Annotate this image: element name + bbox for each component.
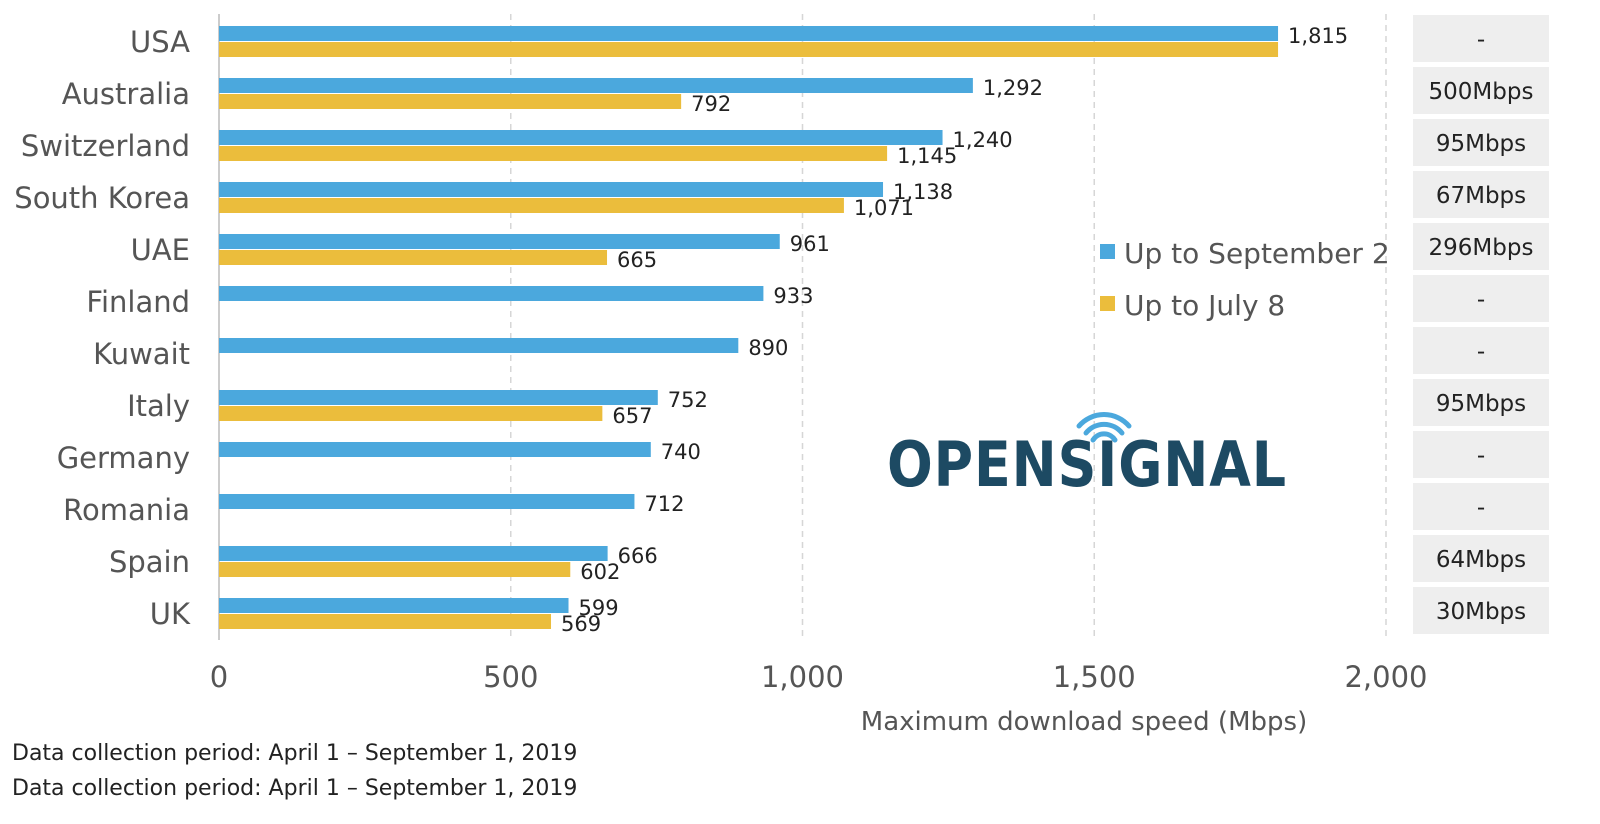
category-label: Finland <box>86 285 190 319</box>
value-label: 1,240 <box>953 128 1013 152</box>
side-value: 296Mbps <box>1429 235 1534 261</box>
bar-july <box>219 250 608 265</box>
value-label: 599 <box>579 596 619 620</box>
bar-sept <box>219 442 651 457</box>
bar-july <box>219 42 1279 57</box>
bar-sept <box>219 26 1279 41</box>
opensignal-logo: OPENSIGNAL <box>887 412 1287 501</box>
x-tick-label: 1,500 <box>1053 660 1136 694</box>
side-box <box>1413 15 1549 62</box>
bars <box>219 26 1279 629</box>
value-label: 890 <box>748 336 788 360</box>
value-label: 666 <box>618 544 658 568</box>
value-label: 740 <box>661 440 701 464</box>
value-label: 569 <box>561 612 601 636</box>
side-value: 500Mbps <box>1429 79 1534 105</box>
value-label: 712 <box>644 492 684 516</box>
bar-sept <box>219 130 943 145</box>
category-label: Romania <box>63 493 190 527</box>
x-tick-label: 0 <box>210 660 228 694</box>
value-label: 1,145 <box>897 144 957 168</box>
side-column: - 500Mbps 95Mbps 67Mbps 296Mbps - - 95Mbps - - 64M… <box>1413 15 1549 634</box>
x-tick-label: 500 <box>483 660 538 694</box>
bar-sept <box>219 182 884 197</box>
category-label: UAE <box>131 233 190 267</box>
value-label: 792 <box>691 92 731 116</box>
bar-july <box>219 614 552 629</box>
side-box <box>1413 327 1549 374</box>
value-label: 961 <box>790 232 830 256</box>
side-box <box>1413 535 1549 582</box>
legend-label: Up to July 8 <box>1124 289 1285 322</box>
x-tick-labels: 0 500 1,000 1,500 2,000 <box>210 660 1428 694</box>
legend-label: Up to September 2 <box>1124 237 1390 270</box>
side-box <box>1413 587 1549 634</box>
bar-july <box>219 94 682 109</box>
category-label: Australia <box>62 77 190 111</box>
side-value: 30Mbps <box>1436 599 1526 625</box>
logo-wordmark: OPENSIGNAL <box>887 428 1287 501</box>
side-box <box>1413 379 1549 426</box>
value-label: 665 <box>617 248 657 272</box>
category-label: Spain <box>109 545 190 579</box>
side-value: 95Mbps <box>1436 391 1526 417</box>
grid-lines <box>510 14 1387 640</box>
side-box <box>1413 275 1549 322</box>
side-box <box>1413 431 1549 478</box>
category-label: Kuwait <box>93 337 190 371</box>
category-label: USA <box>130 25 190 59</box>
value-label: 1,071 <box>854 196 914 220</box>
x-axis-title: Maximum download speed (Mbps) <box>861 707 1307 737</box>
bar-sept <box>219 598 569 613</box>
value-label: 657 <box>612 404 652 428</box>
x-tick-label: 2,000 <box>1344 660 1427 694</box>
bar-sept <box>219 286 764 301</box>
category-labels: USA Australia Switzerland South Korea UAE Fin… <box>14 25 191 631</box>
value-label: 1,292 <box>983 76 1043 100</box>
side-box <box>1413 483 1549 530</box>
category-label: UK <box>150 597 191 631</box>
bar-july <box>219 146 888 161</box>
side-value: - <box>1477 339 1485 365</box>
side-box <box>1413 171 1549 218</box>
category-label: Switzerland <box>21 129 190 163</box>
bar-july <box>219 562 571 577</box>
value-label: 602 <box>580 560 620 584</box>
bar-sept <box>219 234 780 249</box>
bar-july <box>219 406 603 421</box>
category-label: Germany <box>57 441 190 475</box>
side-value: 95Mbps <box>1436 131 1526 157</box>
wifi-signal-icon <box>1076 412 1132 443</box>
footnote-2: Data collection period: April 1 – Septem… <box>12 776 577 801</box>
bar-sept <box>219 494 635 509</box>
bar-sept <box>219 390 658 405</box>
side-value: - <box>1477 443 1485 469</box>
value-label: 933 <box>773 284 813 308</box>
legend-swatch <box>1100 244 1115 259</box>
category-label: Italy <box>127 389 190 423</box>
value-label: 1,138 <box>893 180 953 204</box>
side-value: 67Mbps <box>1436 183 1526 209</box>
side-value: - <box>1477 287 1485 313</box>
category-label: South Korea <box>14 181 190 215</box>
side-value: 64Mbps <box>1436 547 1526 573</box>
side-value: - <box>1477 27 1485 53</box>
bar-sept <box>219 78 973 93</box>
value-label: 1,815 <box>1288 24 1348 48</box>
bar-july <box>219 198 844 213</box>
value-label: 752 <box>668 388 708 412</box>
bar-sept <box>219 338 739 353</box>
side-box <box>1413 119 1549 166</box>
side-box <box>1413 223 1549 270</box>
legend-swatch <box>1100 296 1115 311</box>
x-tick-label: 1,000 <box>761 660 844 694</box>
side-value: - <box>1477 495 1485 521</box>
side-box <box>1413 67 1549 114</box>
footnote-1: Data collection period: April 1 – Septem… <box>12 741 577 766</box>
legend: Up to September 2 Up to July 8 <box>1100 237 1390 322</box>
bar-sept <box>219 546 608 561</box>
